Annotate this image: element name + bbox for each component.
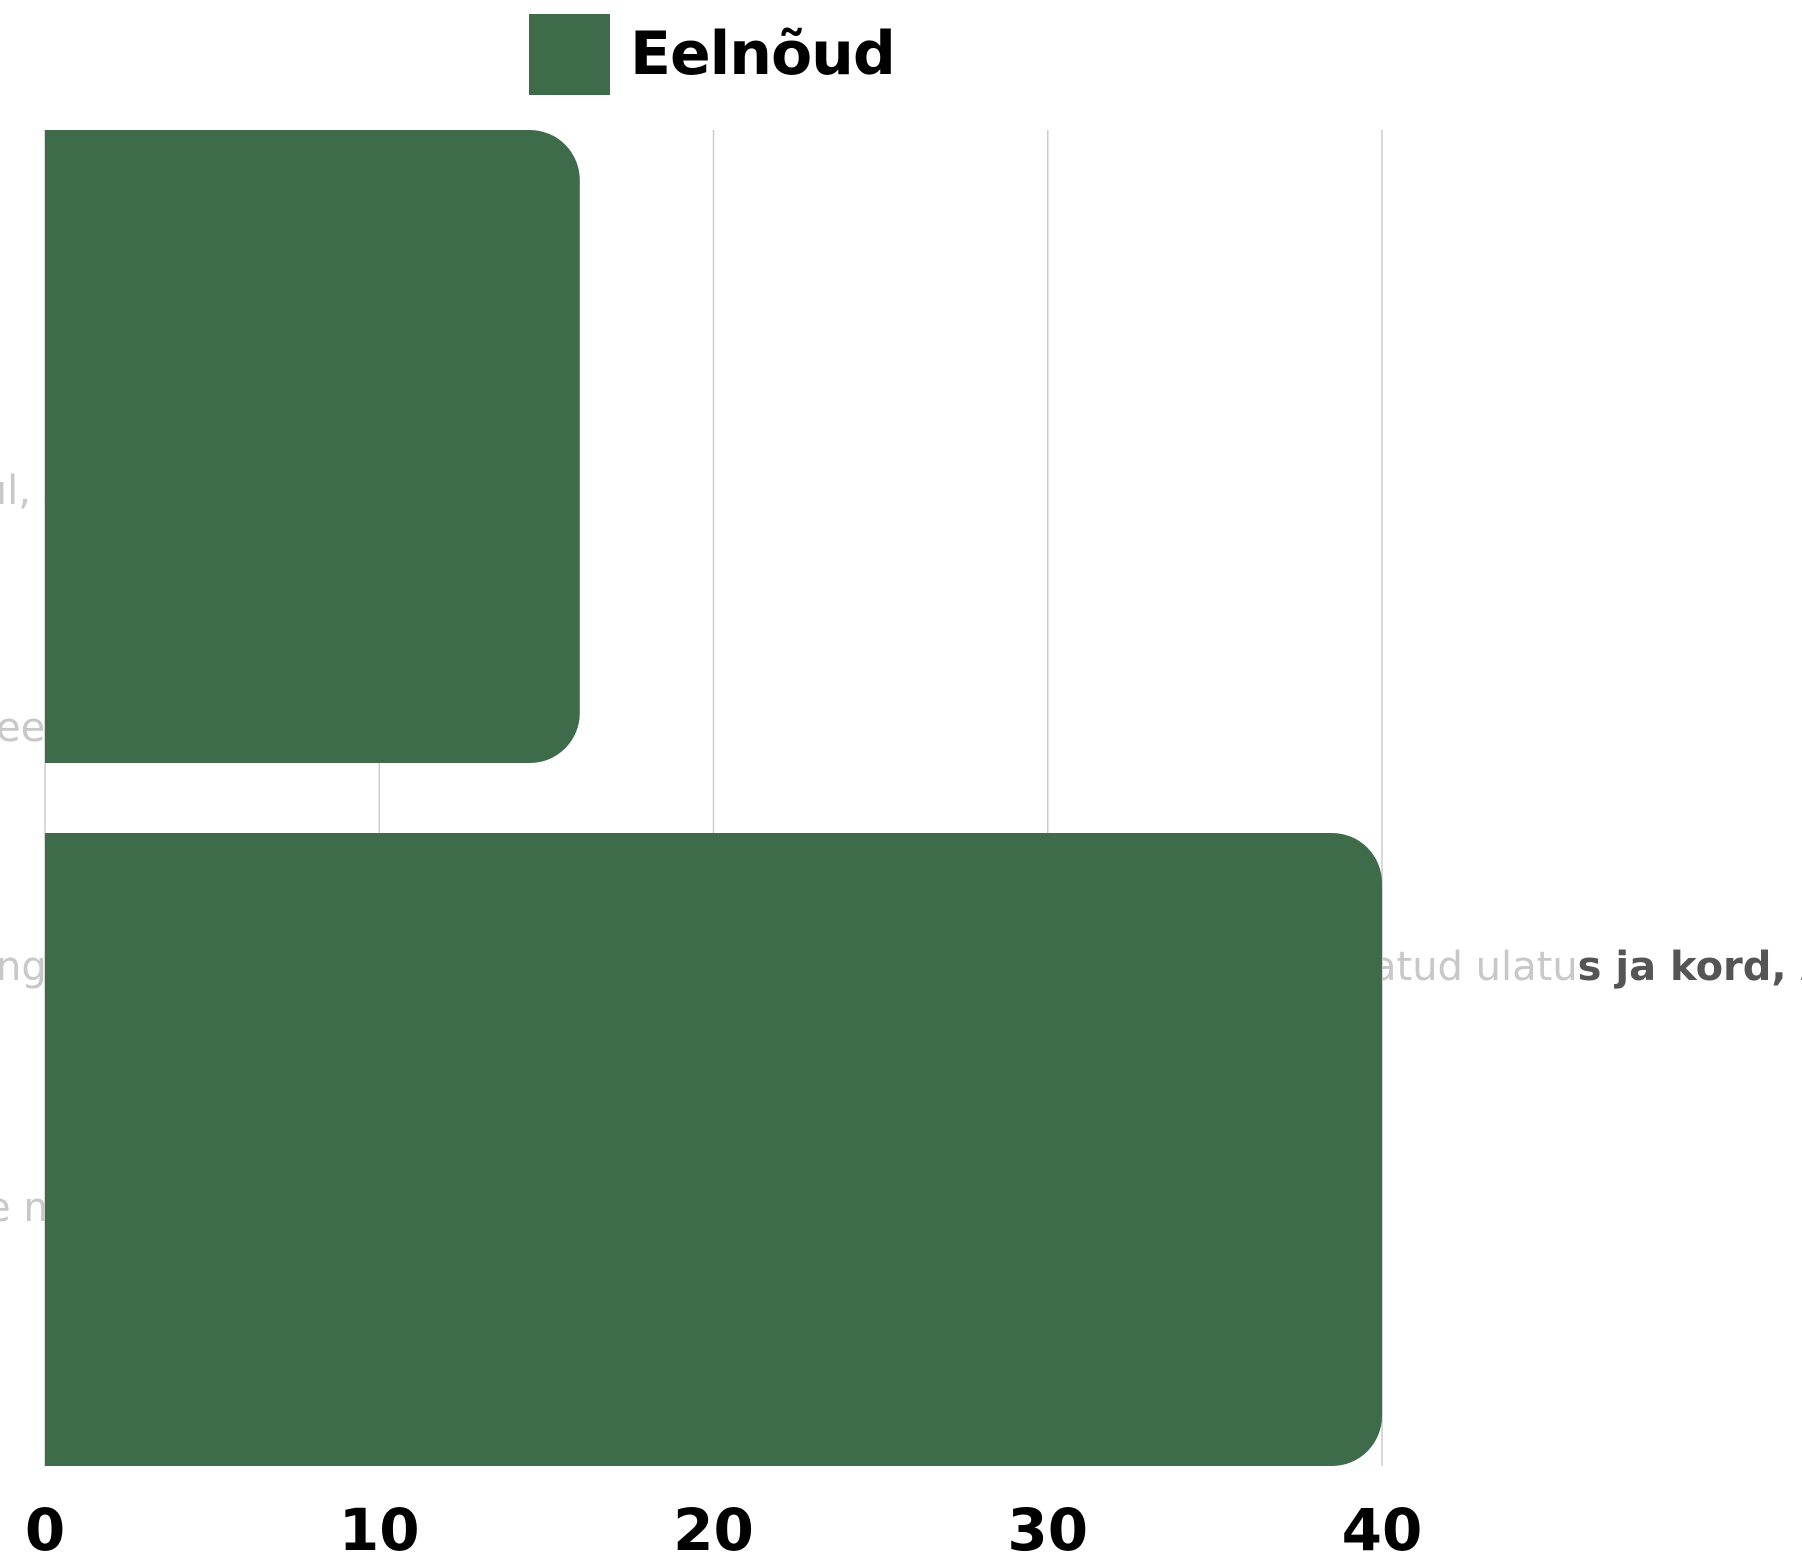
legend: Eelnõud [529, 14, 896, 95]
faded-fragment-light: atud ulatu [1372, 944, 1578, 990]
x-tick-label-1: 10 [339, 1496, 420, 1557]
x-tick-label-2: 20 [673, 1496, 754, 1557]
bar-layer [45, 130, 1382, 1466]
faded-category-fragment-2: ee [0, 705, 46, 751]
x-tick-label-0: 0 [25, 1496, 65, 1557]
x-tick-label-3: 30 [1007, 1496, 1088, 1557]
faded-category-fragment-4: atud ulatus ja kord, A [1372, 944, 1802, 990]
legend-swatch [529, 14, 610, 95]
legend-label: Eelnõud [630, 19, 896, 89]
faded-category-fragment-3: ng [0, 944, 47, 990]
bar-1 [45, 833, 1382, 1466]
x-tick-label-4: 40 [1342, 1496, 1423, 1557]
faded-fragment-dark: s ja kord, A [1577, 944, 1802, 990]
bar-0 [45, 130, 580, 763]
x-axis-tick-labels: 0 10 20 30 40 [25, 1496, 1423, 1557]
